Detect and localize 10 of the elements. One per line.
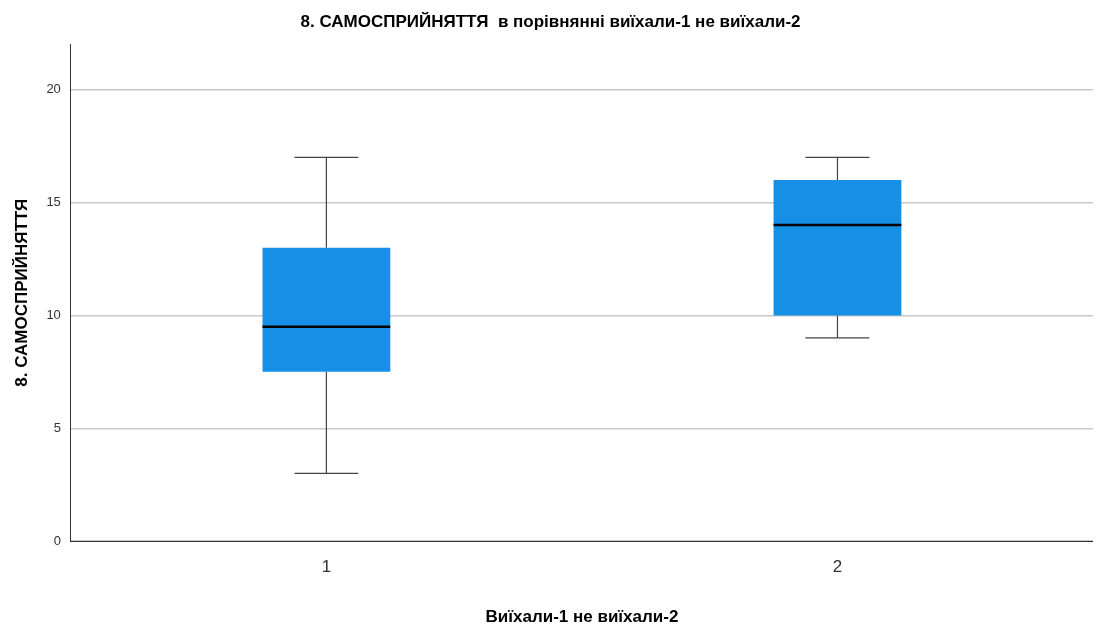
y-tick-label: 0 — [53, 532, 61, 548]
chart-title: 8. САМОСПРИЙНЯТТЯ в порівнянні виїхали-1 не виїхали-2 — [300, 11, 801, 31]
y-tick-label: 10 — [46, 306, 61, 322]
y-tick-label: 15 — [46, 194, 61, 210]
y-axis-title: 8. САМОСПРИЙНЯТТЯ — [11, 198, 31, 387]
y-tick-label: 5 — [53, 419, 61, 435]
y-tick-label: 20 — [46, 81, 61, 97]
x-tick-label: 1 — [321, 557, 332, 577]
x-tick-label: 2 — [832, 557, 843, 577]
x-axis-title: Виїхали-1 не виїхали-2 — [485, 607, 679, 627]
